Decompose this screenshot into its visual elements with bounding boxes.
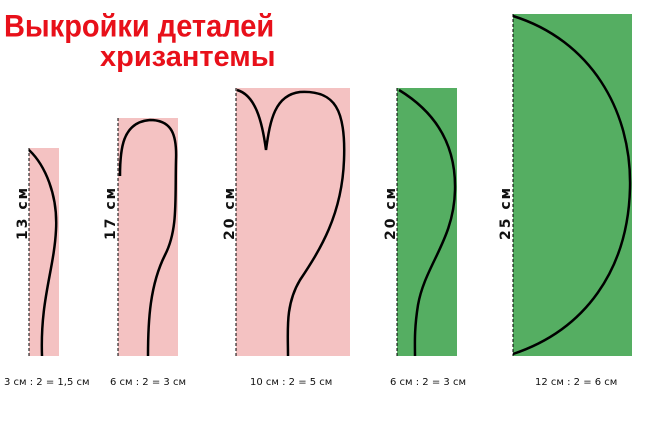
piece-1-outline — [28, 149, 58, 357]
title-line-1: Выкройки деталей — [4, 8, 274, 44]
piece-1-formula: 3 см : 2 = 1,5 см — [4, 377, 90, 388]
piece-5-background — [513, 14, 632, 356]
piece-4-height: 20 см — [383, 186, 399, 240]
piece-4-background — [397, 88, 457, 356]
piece-4-formula: 6 см : 2 = 3 см — [390, 377, 466, 388]
piece-5-formula: 12 см : 2 = 6 см — [535, 377, 617, 388]
piece-5-height: 25 см — [498, 186, 514, 240]
piece-4: 20 см 6 см : 2 = 3 см — [383, 88, 466, 388]
piece-5: 25 см 12 см : 2 = 6 см — [498, 14, 632, 388]
piece-2: 17 см 6 см : 2 = 3 см — [103, 118, 186, 388]
piece-2-background — [118, 118, 178, 356]
piece-3-height: 20 см — [222, 186, 238, 240]
title-line-2: хризантемы — [100, 41, 276, 73]
piece-5-outline — [512, 14, 632, 356]
piece-4-outline — [398, 88, 457, 357]
piece-2-height: 17 см — [103, 186, 119, 240]
piece-2-formula: 6 см : 2 = 3 см — [110, 377, 186, 388]
piece-3-formula: 10 см : 2 = 5 см — [250, 377, 332, 388]
piece-2-outline — [118, 118, 178, 357]
piece-1: 13 см 3 см : 2 = 1,5 см — [4, 148, 90, 388]
piece-3-outline — [236, 88, 346, 357]
piece-1-height: 13 см — [15, 186, 31, 240]
piece-3: 20 см 10 см : 2 = 5 см — [222, 88, 350, 388]
